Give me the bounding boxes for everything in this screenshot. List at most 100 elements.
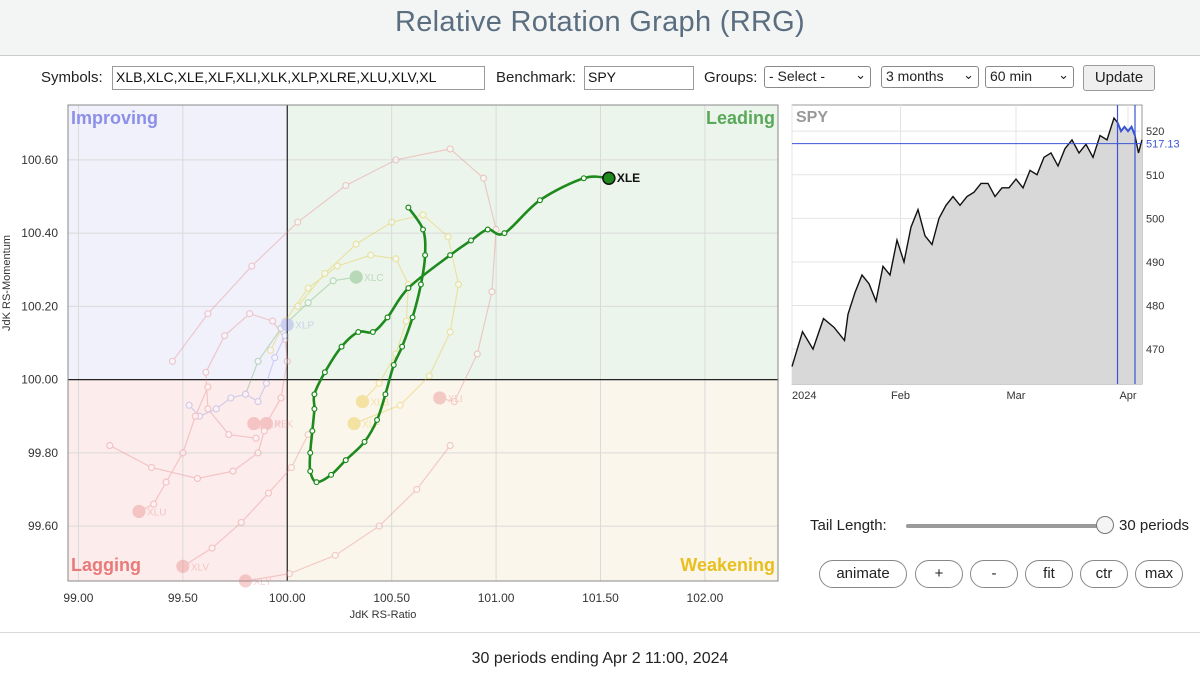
tail-label-xlv: XLV	[191, 562, 209, 573]
tail-head-xlk	[259, 416, 273, 431]
zoom-out-button[interactable]: -	[970, 560, 1018, 588]
xle-tail-point	[405, 285, 412, 292]
tail-head-xlc	[349, 270, 363, 284]
tail-point	[254, 397, 262, 406]
tail-line-xli	[171, 148, 497, 403]
tail-point	[329, 277, 337, 285]
tail-line-xlb	[270, 254, 409, 402]
xle-tail-point	[382, 391, 389, 398]
tail-head-xli	[433, 391, 447, 405]
tail-point	[413, 485, 421, 494]
footer-caption: 30 periods ending Apr 2 11:00, 2024	[471, 650, 729, 667]
tail-point	[193, 474, 202, 483]
tail-head-xlv	[176, 559, 190, 573]
center-button[interactable]: ctr	[1080, 560, 1128, 588]
tail-line-xlv	[182, 434, 309, 567]
tail-point	[204, 383, 212, 391]
tail-label-xlf: XLF	[362, 420, 380, 431]
xle-tail-point	[307, 449, 314, 456]
tail-point	[454, 280, 463, 289]
spy-price-line	[791, 116, 1143, 367]
update-button[interactable]: Update	[1083, 65, 1155, 91]
y-axis-title: JdK RS-Momentum	[1, 235, 13, 331]
x-tick-label: 99.50	[168, 591, 198, 605]
tail-point	[277, 324, 285, 332]
tail-point	[266, 346, 275, 354]
title-bar: Relative Rotation Graph (RRG)	[0, 0, 1200, 56]
xle-tail-point	[338, 343, 345, 350]
tail-point	[281, 335, 289, 343]
tail-point	[321, 269, 329, 278]
period-select[interactable]: 3 months ⌄	[881, 66, 979, 88]
tail-label-xlc: XLC	[364, 273, 383, 284]
xle-tail-point	[361, 438, 368, 445]
tail-point	[162, 478, 170, 486]
tail-point	[304, 299, 312, 307]
spy-x-tick-label: 2024	[792, 390, 816, 402]
xle-tail-point	[309, 427, 316, 434]
x-tick-label: 102.00	[687, 591, 724, 605]
tail-point	[241, 390, 250, 398]
symbols-input[interactable]: XLB,XLC,XLE,XLF,XLI,XLK,XLP,XLRE,XLU,XLV…	[112, 66, 485, 90]
xle-tail-point	[311, 391, 318, 398]
tail-point	[254, 357, 262, 365]
tail-point	[450, 397, 458, 406]
tail-point	[179, 449, 187, 457]
tail-point	[237, 518, 245, 527]
tail-point	[304, 284, 312, 292]
xle-tail-point	[328, 471, 335, 478]
spy-last-value-label: 517.13	[1146, 139, 1180, 151]
tail-line-xlc	[244, 276, 357, 395]
tail-point	[352, 240, 360, 248]
x-tick-label: 101.00	[478, 591, 515, 605]
spy-x-tick-label: Feb	[891, 390, 910, 402]
y-tick-label: 99.80	[28, 446, 58, 460]
tail-point	[392, 156, 400, 164]
xle-tail-point	[409, 314, 416, 321]
plot-frame	[67, 104, 779, 582]
max-button[interactable]: max	[1135, 560, 1183, 588]
tail-line-xlu	[138, 386, 209, 512]
tail-head-xly	[238, 574, 253, 588]
spy-y-tick-label: 500	[1146, 213, 1164, 225]
y-tick-label: 100.20	[21, 299, 58, 313]
tail-point	[388, 218, 396, 226]
groups-select[interactable]: - Select - ⌄	[764, 66, 871, 88]
weakening-label: Weakening	[680, 555, 775, 575]
tail-point	[283, 357, 291, 365]
xle-tail-point	[580, 175, 587, 182]
tail-point	[168, 357, 177, 365]
tail-point	[473, 350, 481, 358]
tail-head-xlu	[132, 504, 146, 519]
benchmark-label: Benchmark:	[496, 69, 577, 86]
spy-y-tick-label: 470	[1146, 344, 1164, 356]
tail-length-track[interactable]	[906, 524, 1106, 528]
tail-point	[202, 368, 210, 376]
improving-label: Improving	[71, 108, 158, 128]
animate-button[interactable]: animate	[819, 560, 907, 588]
tail-head-xlp	[280, 318, 294, 332]
x-tick-label: 101.50	[582, 591, 619, 605]
tail-length-slider-handle[interactable]	[1096, 516, 1114, 534]
tail-line-xly	[245, 445, 451, 582]
groups-select-value: - Select -	[769, 68, 826, 84]
y-tick-label: 100.00	[21, 373, 58, 387]
tail-point	[252, 434, 260, 442]
spy-y-tick-label: 520	[1146, 126, 1164, 138]
xle-tail-point	[390, 361, 397, 368]
rrg-chart[interactable]: 99.00 99.50 100.00 100.50 101.00 101.50 102.00…	[0, 95, 780, 630]
tail-point	[262, 379, 270, 387]
benchmark-input[interactable]: SPY	[584, 66, 694, 90]
fit-button[interactable]: fit	[1025, 560, 1073, 588]
tail-line-xlk	[205, 313, 288, 439]
tail-label-xlk: XLK	[274, 420, 293, 431]
spy-y-tick-label: 480	[1146, 301, 1164, 313]
xle-tail-point	[311, 405, 318, 412]
tail-point	[294, 218, 302, 226]
weakening-quadrant	[287, 379, 778, 581]
zoom-in-button[interactable]: +	[915, 560, 963, 588]
tail-point	[488, 288, 496, 296]
tail-point	[396, 401, 404, 409]
interval-select[interactable]: 60 min ⌄	[985, 66, 1074, 88]
tail-point	[419, 211, 427, 219]
